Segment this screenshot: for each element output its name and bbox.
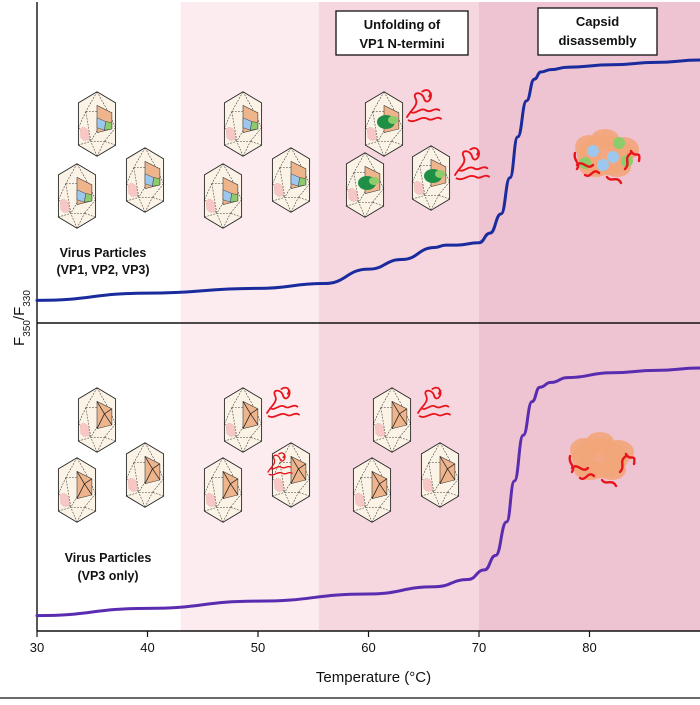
panel-label-bottom-line2: (VP3 only) [77,569,138,583]
aggregate-blob [591,129,619,149]
capsid-icon [224,92,261,156]
aggregate-nterm [573,149,641,185]
panel-label-top-line2: (VP1, VP2, VP3) [56,263,149,277]
series-line-bottom [35,366,700,618]
capsid-icon [272,443,309,507]
aggregate-subunit [607,151,619,163]
capsid-icon [421,443,458,507]
capsid-annotation-box [537,7,658,56]
y-axis-label: F350/F330 [11,290,33,346]
aggregate-subunit [587,145,599,157]
aggregate-subunit [613,137,625,149]
capsid-icon [58,458,95,522]
capsid-icon [373,388,410,452]
x-tick-label: 40 [140,640,154,655]
x-tick-label: 30 [30,640,44,655]
aggregate-blob [598,460,626,480]
unfolding-annotation-line2: VP1 N-termini [359,36,444,51]
vp2-green-icon [369,177,379,185]
region-vp1-unfolding [318,2,479,631]
aggregate-nterm [568,452,636,488]
capsid-annotation-line2: disassembly [558,33,637,48]
capsid-icon [204,458,241,522]
unfolding-annotation-line1: Unfolding of [364,17,441,32]
panel-label-top-line1: Virus Particles [60,246,147,260]
region-disassembly [479,2,700,631]
x-axis-label: Temperature (°C) [316,669,431,686]
capsid-icon [204,164,241,228]
aggregate-subunit [597,159,609,171]
capsid-icon [224,388,261,452]
x-tick-label: 60 [361,640,375,655]
aggregate-blob [574,460,606,480]
panel-label-bottom-line1: Virus Particles [65,551,152,565]
unfolding-annotation-box [335,10,469,56]
capsid-icon [126,443,163,507]
x-tick-label: 50 [251,640,265,655]
series-line-top [35,58,700,302]
capsid-icon [78,388,115,452]
capsid-icon [78,92,115,156]
capsid-icon [272,148,309,212]
capsid-annotation-line1: Capsid [576,14,619,29]
x-tick-label: 80 [582,640,596,655]
region-native [37,2,181,631]
vp2-green-icon [435,170,445,178]
capsid-icon [353,458,390,522]
x-tick-label: 70 [472,640,486,655]
capsid-icon [126,148,163,212]
aggregate-blob [586,432,614,452]
capsid-icon [58,164,95,228]
vp2-green-icon [388,116,398,124]
